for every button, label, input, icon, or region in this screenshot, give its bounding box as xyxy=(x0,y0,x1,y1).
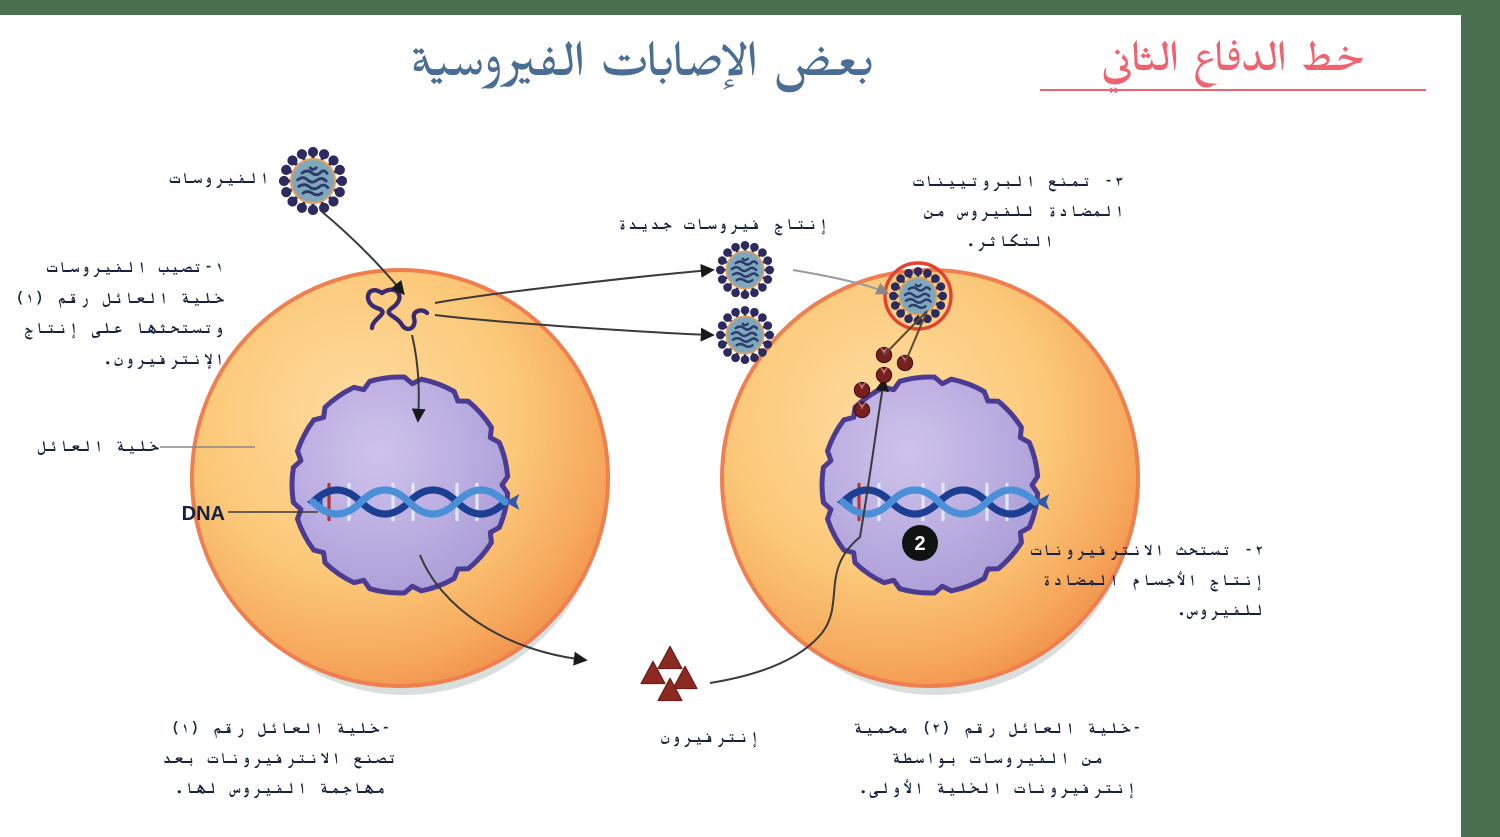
svg-text:2: 2 xyxy=(914,533,925,555)
